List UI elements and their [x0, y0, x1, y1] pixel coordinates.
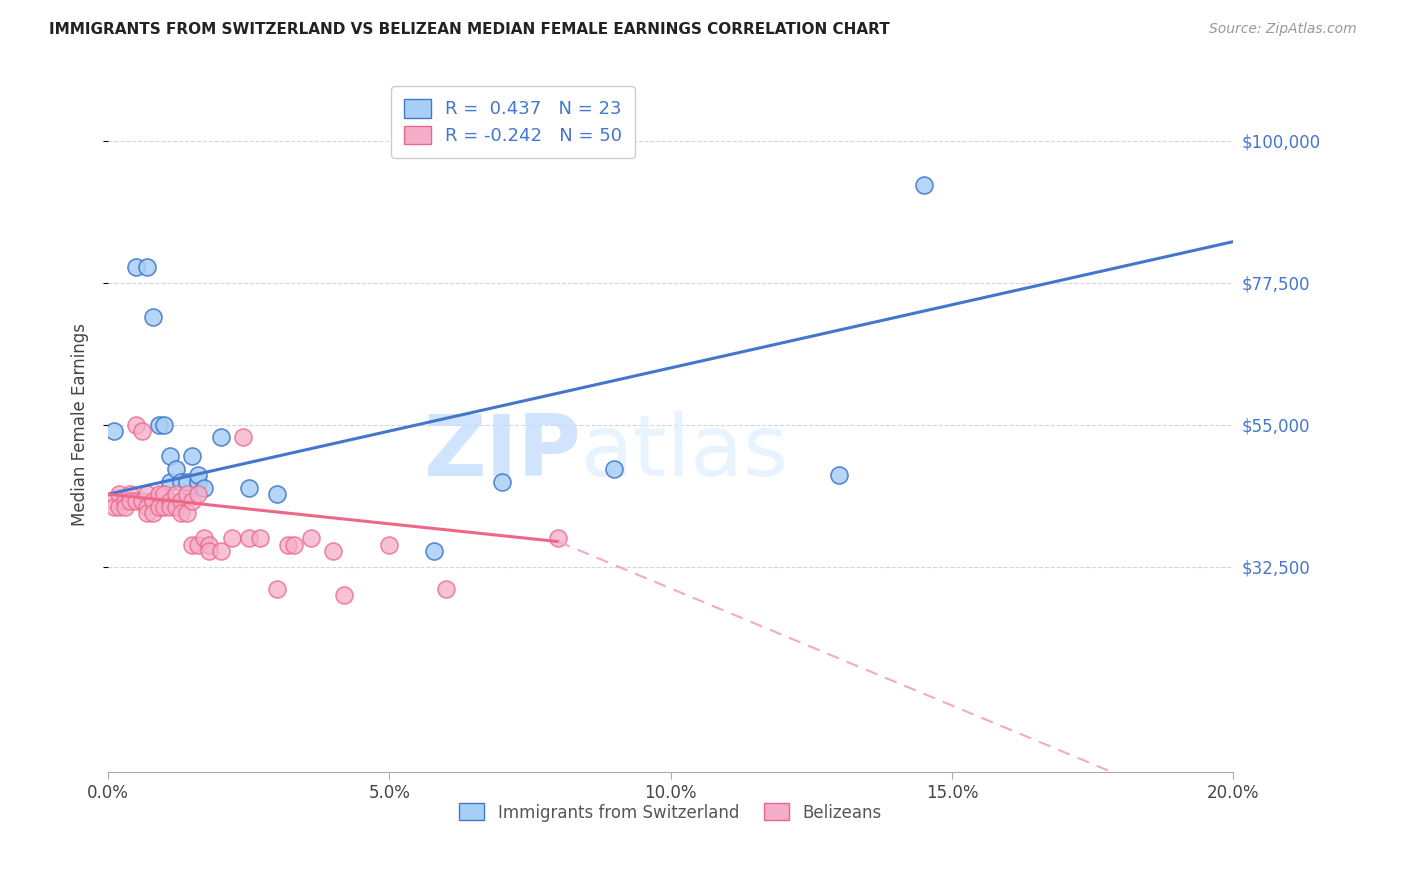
Point: [187, 475, 209, 489]
Y-axis label: Median Female Earnings: Median Female Earnings: [72, 323, 89, 526]
Point: [333, 588, 356, 602]
Point: [136, 260, 159, 274]
Point: [423, 544, 446, 558]
Point: [193, 532, 215, 546]
Point: [142, 506, 165, 520]
Point: [181, 450, 204, 464]
Point: [283, 538, 305, 552]
Point: [491, 475, 513, 489]
Point: [148, 487, 170, 501]
Point: [142, 310, 165, 325]
Point: [238, 532, 260, 546]
Text: IMMIGRANTS FROM SWITZERLAND VS BELIZEAN MEDIAN FEMALE EARNINGS CORRELATION CHART: IMMIGRANTS FROM SWITZERLAND VS BELIZEAN …: [49, 22, 890, 37]
Point: [153, 417, 176, 432]
Point: [108, 487, 131, 501]
Point: [103, 500, 125, 514]
Point: [187, 487, 209, 501]
Point: [108, 500, 131, 514]
Point: [603, 462, 626, 476]
Point: [159, 500, 181, 514]
Point: [103, 424, 125, 438]
Point: [114, 493, 136, 508]
Point: [125, 493, 148, 508]
Point: [266, 582, 288, 596]
Point: [131, 424, 153, 438]
Point: [153, 487, 176, 501]
Point: [170, 506, 193, 520]
Point: [181, 538, 204, 552]
Point: [232, 430, 254, 444]
Point: [131, 493, 153, 508]
Point: [120, 487, 142, 501]
Point: [142, 493, 165, 508]
Point: [176, 487, 198, 501]
Point: [547, 532, 569, 546]
Point: [165, 500, 187, 514]
Point: [266, 487, 288, 501]
Point: [125, 260, 148, 274]
Point: [159, 450, 181, 464]
Point: [159, 493, 181, 508]
Point: [277, 538, 299, 552]
Point: [187, 468, 209, 483]
Point: [912, 178, 935, 192]
Point: [103, 493, 125, 508]
Point: [136, 506, 159, 520]
Point: [165, 487, 187, 501]
Point: [828, 468, 851, 483]
Point: [148, 500, 170, 514]
Point: [125, 417, 148, 432]
Point: [170, 475, 193, 489]
Text: atlas: atlas: [581, 411, 789, 494]
Point: [170, 493, 193, 508]
Legend: Immigrants from Switzerland, Belizeans: Immigrants from Switzerland, Belizeans: [447, 792, 893, 833]
Point: [148, 417, 170, 432]
Point: [434, 582, 457, 596]
Text: Source: ZipAtlas.com: Source: ZipAtlas.com: [1209, 22, 1357, 37]
Point: [176, 475, 198, 489]
Point: [238, 481, 260, 495]
Point: [120, 493, 142, 508]
Point: [299, 532, 322, 546]
Point: [153, 500, 176, 514]
Point: [181, 493, 204, 508]
Point: [322, 544, 344, 558]
Text: ZIP: ZIP: [423, 411, 581, 494]
Point: [221, 532, 243, 546]
Point: [187, 538, 209, 552]
Point: [249, 532, 271, 546]
Point: [378, 538, 401, 552]
Point: [198, 544, 221, 558]
Point: [198, 538, 221, 552]
Point: [209, 544, 232, 558]
Point: [176, 506, 198, 520]
Point: [159, 475, 181, 489]
Point: [136, 487, 159, 501]
Point: [136, 500, 159, 514]
Point: [165, 462, 187, 476]
Point: [193, 481, 215, 495]
Point: [114, 500, 136, 514]
Point: [209, 430, 232, 444]
